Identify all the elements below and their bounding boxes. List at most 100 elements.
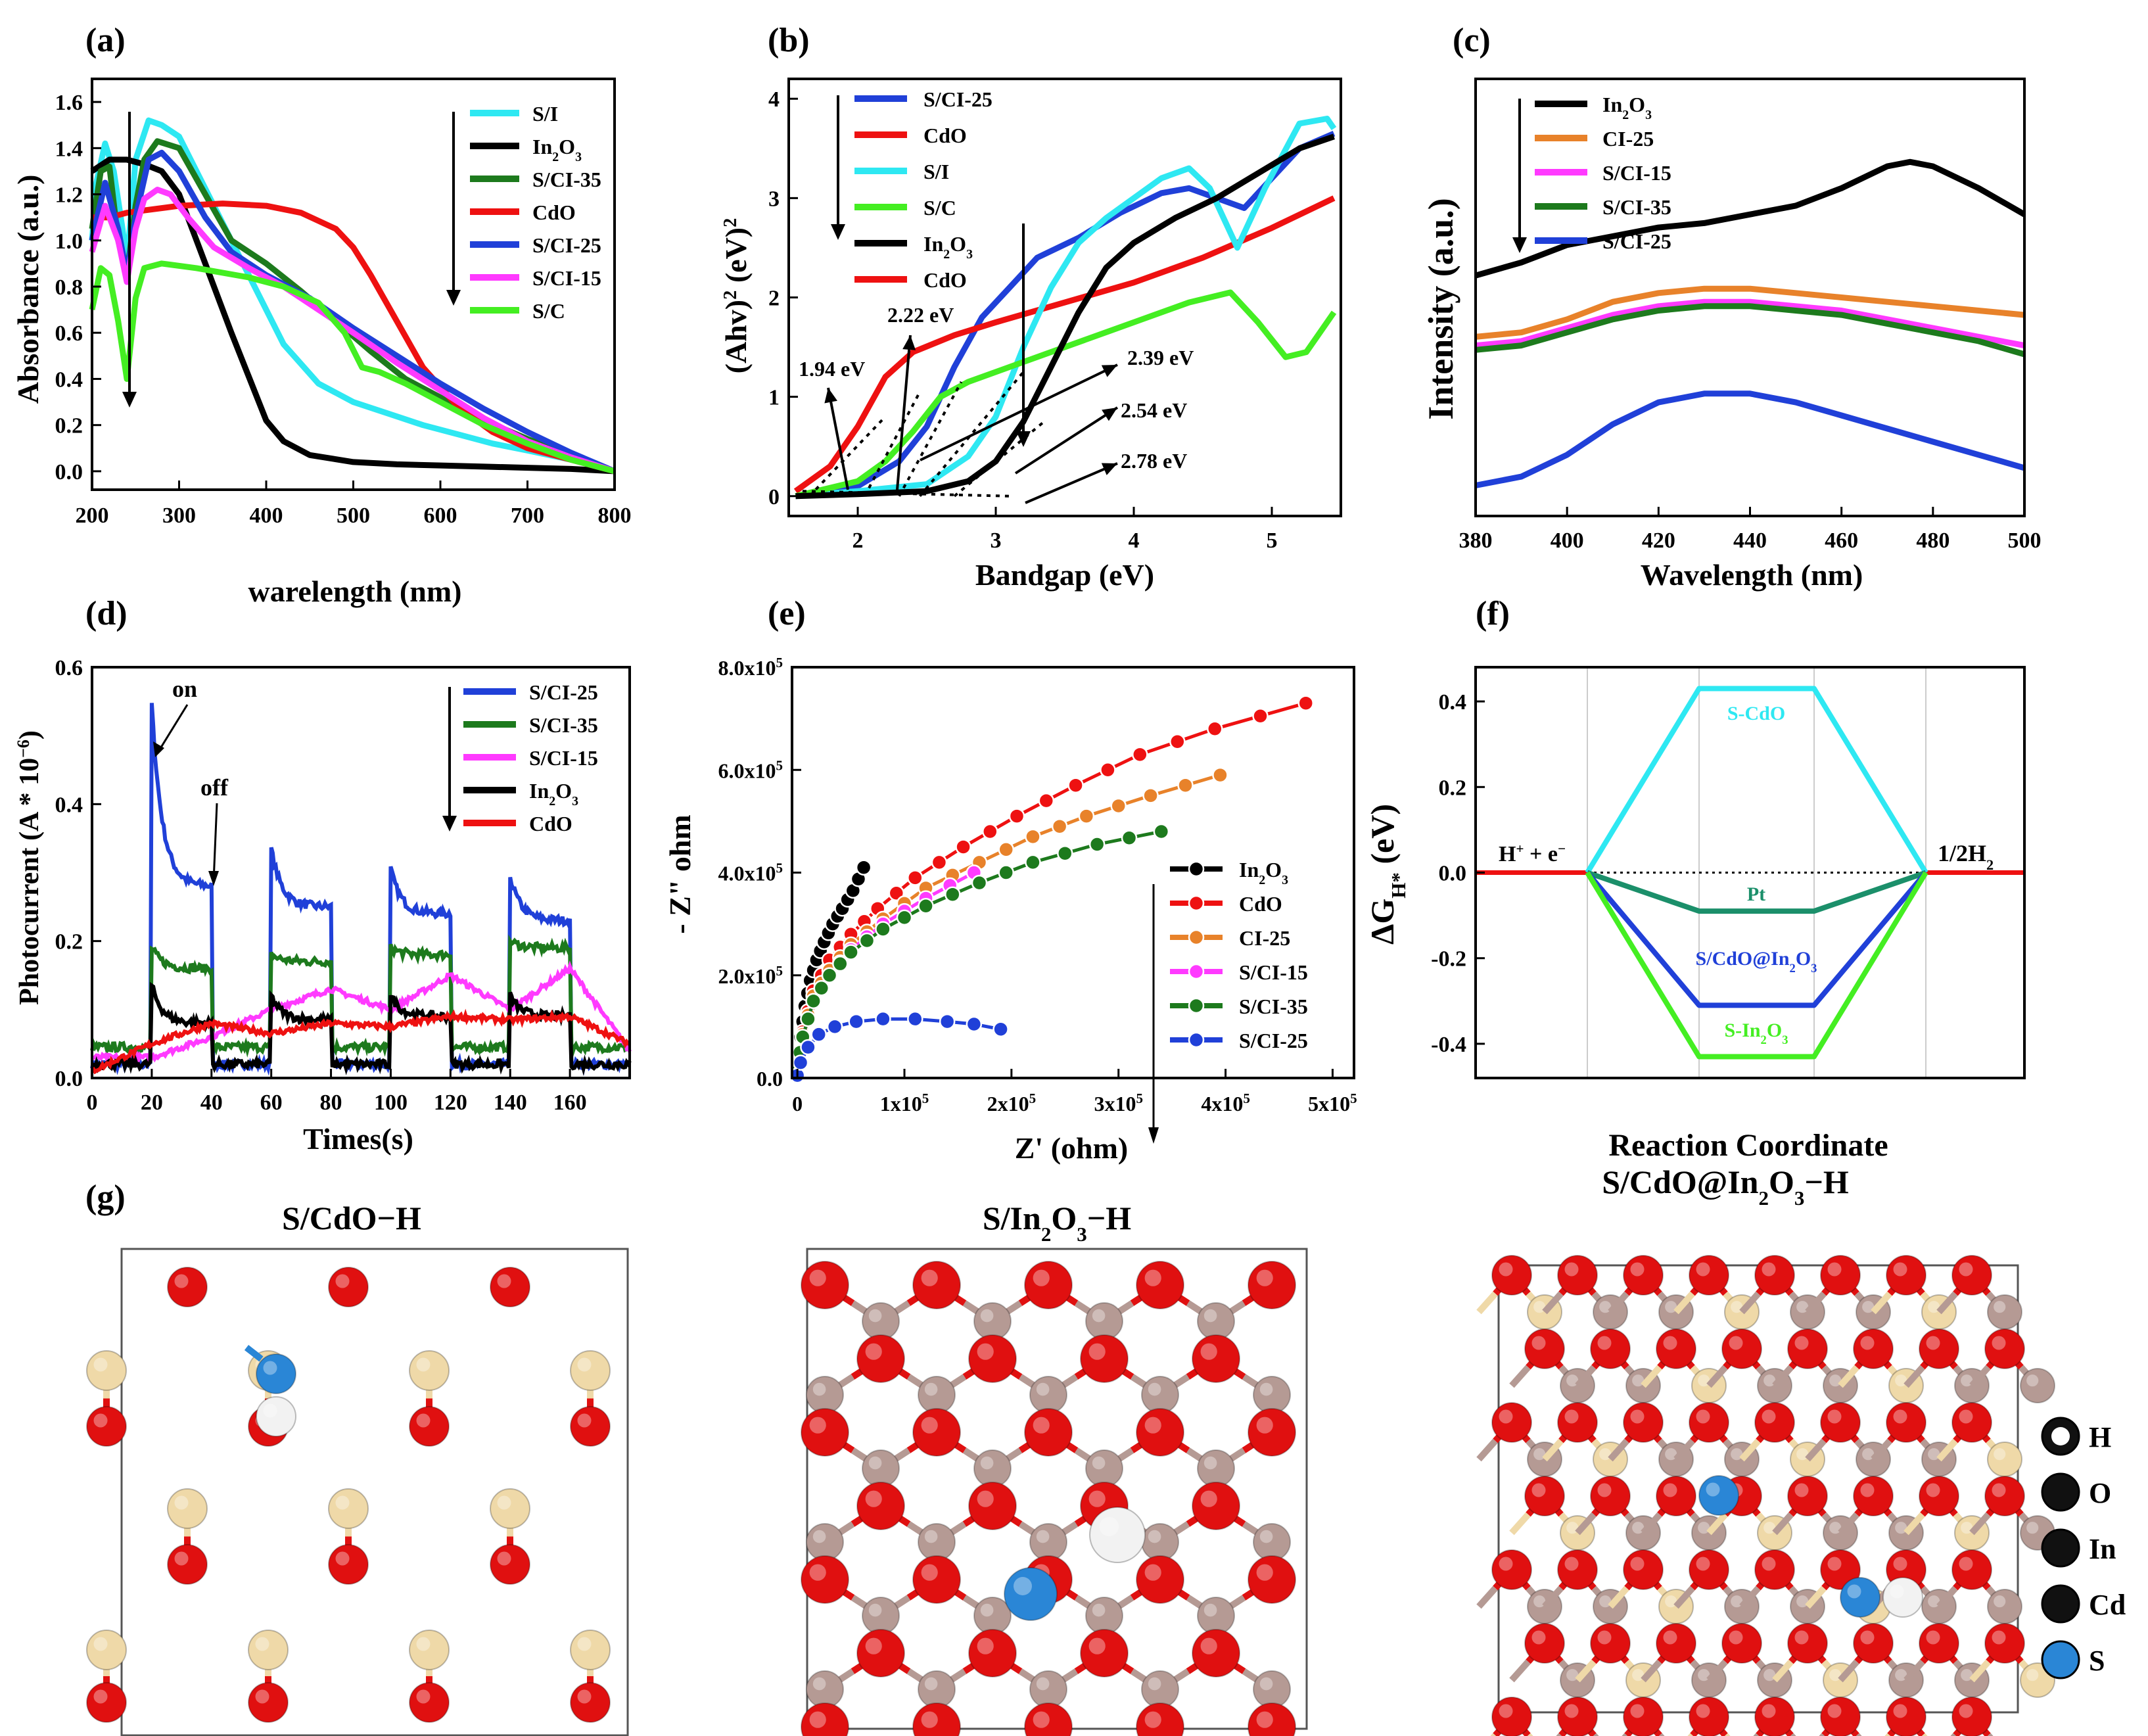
- o-atom-highlight: [1696, 1704, 1710, 1718]
- legend-label-d: S/CI-15: [529, 746, 598, 770]
- annotation-on: on: [172, 676, 197, 702]
- x-tick-label-c: 460: [1825, 528, 1858, 553]
- legend-atom-In: [2041, 1528, 2080, 1568]
- series-line-d-1: [90, 934, 631, 1058]
- y-tick-label-b: 2: [768, 287, 780, 311]
- o-atom: [1919, 1623, 1959, 1664]
- o-atom: [968, 1629, 1017, 1677]
- legend-label-c: S/CI-25: [1602, 229, 1671, 253]
- annotation-arrow-b-head: [824, 388, 837, 404]
- o-atom: [1136, 1261, 1184, 1309]
- o-atom: [409, 1406, 450, 1447]
- o-atom-highlight: [1893, 1262, 1907, 1277]
- trend-arrow-a-head: [122, 392, 137, 408]
- data-point-e-4: [918, 898, 934, 914]
- metal-atom-highlight: [2026, 1374, 2039, 1387]
- in-atom: [1197, 1449, 1235, 1488]
- bond: [1575, 1659, 1597, 1683]
- cd-atom: [86, 1630, 127, 1670]
- o-atom: [328, 1267, 369, 1307]
- o-atom: [1590, 1623, 1631, 1664]
- in-atom: [806, 1376, 844, 1414]
- x-tick-label-e: 3x105: [1094, 1091, 1143, 1115]
- y-axis-label-b: (Ahv)2 (eV)2: [719, 218, 753, 374]
- y-tick-label-a: 0.8: [55, 275, 83, 300]
- o-atom-highlight: [1033, 1269, 1050, 1286]
- o-atom: [1820, 1402, 1861, 1443]
- series-line-d-2: [91, 960, 632, 1067]
- y-tick-label-d: 0.4: [55, 793, 83, 817]
- x-tick-label-c: 380: [1459, 528, 1493, 553]
- x-tick-label-d: 100: [374, 1091, 408, 1115]
- o-atom: [1192, 1482, 1240, 1530]
- data-point-e-5: [810, 1026, 827, 1043]
- annotation-arrow-b: [1025, 462, 1118, 504]
- legend-marker-e: [1188, 860, 1205, 878]
- data-point-e-4: [1088, 836, 1106, 853]
- legend-label-c: S/CI-15: [1602, 161, 1671, 185]
- o-atom-highlight: [1256, 1564, 1273, 1581]
- in-atom-highlight: [1036, 1382, 1050, 1396]
- y-tick-label-e: 2.0x105: [718, 963, 783, 988]
- chart-f: 0.4 0.2 0.0 -0.2 -0.4 S-CdO Pt S/CdO@In2O3 S-In2…: [1364, 666, 2026, 1163]
- tangent-line-b: [863, 391, 922, 497]
- h-atom-highlight: [1099, 1516, 1119, 1537]
- x-tick-label-c: 440: [1733, 528, 1767, 553]
- y-tick-label-d: 0.0: [55, 1067, 83, 1091]
- o-atom-highlight: [1564, 1409, 1579, 1424]
- tangent-line-b: [898, 381, 963, 497]
- o-atom: [1590, 1328, 1631, 1369]
- in-atom-highlight: [1036, 1530, 1050, 1543]
- bond: [1509, 1365, 1531, 1388]
- in-atom: [862, 1597, 900, 1635]
- o-atom: [1919, 1328, 1959, 1369]
- in-atom: [1141, 1376, 1179, 1414]
- x-tick-label-b: 2: [852, 528, 864, 553]
- data-point-e-0: [855, 859, 872, 876]
- y-tick-label-a: 0.0: [55, 460, 83, 484]
- s-atom-highlight: [1014, 1577, 1032, 1595]
- data-point-e-1: [1132, 746, 1148, 763]
- bond: [1575, 1365, 1597, 1388]
- data-point-e-4: [858, 932, 876, 949]
- o-atom: [1623, 1697, 1664, 1736]
- o-atom: [1590, 1476, 1631, 1516]
- structure-s-cdo-in2o3-h: S/CdO@In2O3−H: [1476, 1163, 2055, 1736]
- o-atom-highlight: [1564, 1704, 1579, 1718]
- o-atom: [1024, 1261, 1073, 1309]
- y-tick-label-e: 4.0x105: [718, 860, 783, 885]
- o-atom-highlight: [1256, 1711, 1273, 1728]
- o-atom: [1984, 1328, 2025, 1369]
- cell-frame-1: [120, 1248, 629, 1736]
- o-atom: [86, 1682, 127, 1723]
- in-atom-highlight: [812, 1382, 826, 1396]
- o-atom: [1656, 1476, 1696, 1516]
- data-point-e-5: [992, 1021, 1009, 1038]
- legend-label-a: S/I: [532, 102, 558, 126]
- plot-frame-b: [787, 78, 1342, 517]
- in-atom: [1085, 1449, 1123, 1488]
- in-atom-highlight: [980, 1456, 994, 1470]
- o-atom: [1820, 1255, 1861, 1296]
- o-atom: [1820, 1549, 1861, 1590]
- in-atom: [862, 1449, 900, 1488]
- legend-arrow-d-head: [442, 816, 457, 832]
- data-point-e-2: [1051, 818, 1068, 835]
- data-point-e-4: [875, 921, 891, 937]
- legend-atom-h-core: [2051, 1427, 2070, 1445]
- chart-e: 0 1x105 2x105 3x105 4x105 5x105 0.0 2.0x105 4.0x…: [663, 655, 1357, 1165]
- o-atom-highlight: [809, 1269, 826, 1286]
- x-tick-label-d: 120: [434, 1091, 467, 1115]
- bond: [1838, 1365, 1859, 1388]
- bond: [1608, 1438, 1629, 1462]
- series-line-c-4: [1475, 390, 2026, 488]
- cd-atom: [570, 1630, 611, 1670]
- x-tick-label-a: 400: [250, 504, 283, 528]
- data-point-e-4: [1057, 845, 1073, 862]
- chart-b: 2 3 4 5 0 1 2 3 4 Bandgap (eV) (Ahv)2 (eV)2 S/CI-25…: [719, 78, 1342, 592]
- o-atom: [1787, 1623, 1828, 1664]
- legend-label-c: S/CI-35: [1602, 195, 1671, 219]
- data-point-e-4: [843, 944, 859, 960]
- structure-title-3: S/CdO@In2O3−H: [1602, 1163, 1849, 1209]
